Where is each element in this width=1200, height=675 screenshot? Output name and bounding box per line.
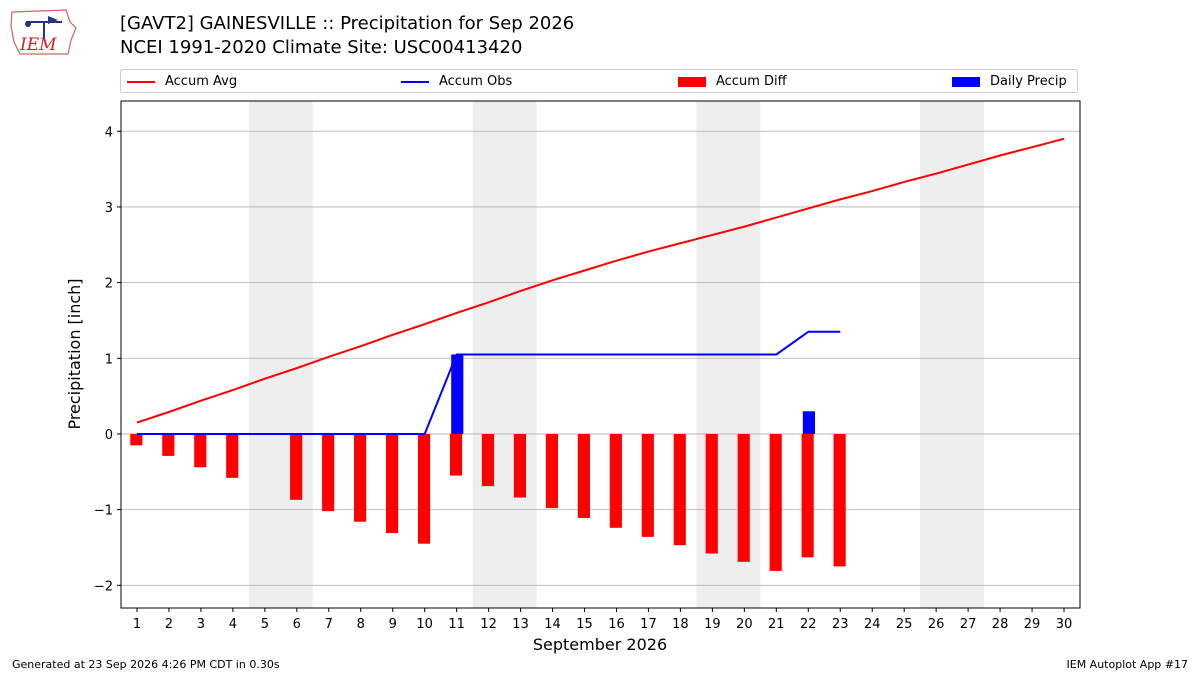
x-tick-label: 10	[416, 617, 433, 632]
legend-label-accum-avg: Accum Avg	[165, 74, 238, 89]
accum-diff-bar	[801, 433, 814, 558]
x-tick-label: 22	[800, 617, 817, 632]
x-tick-label: 20	[736, 617, 753, 632]
accum-diff-bar	[769, 433, 782, 571]
y-tick-label: −1	[94, 504, 113, 519]
x-tick-label: 13	[512, 617, 529, 632]
accum-diff-bar	[641, 433, 654, 537]
accum-diff-bar	[673, 433, 686, 546]
accum-diff-bar	[513, 433, 527, 498]
x-tick-label: 11	[448, 617, 465, 632]
accum-diff-bar	[737, 433, 750, 562]
weekend-band-0	[248, 101, 313, 608]
legend-swatch-accum-diff	[678, 76, 706, 87]
accum-diff-bar	[481, 433, 495, 487]
accum-diff-bar	[354, 433, 367, 522]
x-tick-label: 5	[261, 617, 269, 632]
legend-swatch-daily-precip	[952, 76, 980, 87]
x-tick-label: 14	[544, 617, 561, 632]
legend-label-accum-obs: Accum Obs	[439, 74, 513, 89]
legend-item-accum-avg: Accum Avg	[127, 73, 237, 91]
legend-label-accum-diff: Accum Diff	[716, 74, 787, 89]
x-tick-label: 16	[608, 617, 625, 632]
plot-frame	[120, 100, 1081, 609]
y-axis-label: Precipitation [inch]	[65, 278, 84, 429]
y-tick-label: −2	[94, 579, 113, 594]
legend-swatch-accum-avg	[127, 80, 155, 83]
accum-avg-line	[136, 137, 1065, 424]
x-tick-label: 12	[480, 617, 497, 632]
x-tick-label: 30	[1056, 617, 1073, 632]
accum-diff-bar	[194, 433, 207, 468]
legend-label-daily-precip: Daily Precip	[990, 74, 1067, 89]
accum-diff-bar	[226, 433, 239, 478]
y-tick-label: 1	[105, 352, 113, 367]
accum-diff-bar	[386, 433, 399, 534]
x-axis-label: September 2026	[533, 635, 667, 654]
y-tick-label: 2	[105, 277, 113, 292]
legend-item-accum-obs: Accum Obs	[401, 73, 512, 91]
x-tick-label: 18	[672, 617, 689, 632]
x-tick-label: 1	[133, 617, 141, 632]
accum-diff-bar	[705, 433, 718, 554]
legend-item-daily-precip: Daily Precip	[952, 73, 1067, 91]
accum-diff-bar	[162, 433, 175, 456]
x-tick-label: 19	[704, 617, 721, 632]
iem-logo: IEM	[10, 9, 77, 55]
weekend-band-3	[920, 101, 985, 608]
iowa-outline-icon	[10, 9, 77, 55]
x-tick-label: 4	[229, 617, 237, 632]
chart-subtitle: NCEI 1991-2020 Climate Site: USC00413420	[120, 37, 523, 58]
accum-diff-bar	[609, 433, 622, 528]
logo-text: IEM	[19, 35, 57, 55]
x-tick-label: 23	[832, 617, 849, 632]
x-tick-label: 25	[896, 617, 913, 632]
footer-app-text: IEM Autoplot App #17	[1066, 658, 1189, 671]
daily-precip-bar	[802, 411, 815, 434]
x-tick-label: 7	[325, 617, 333, 632]
x-tick-label: 6	[293, 617, 301, 632]
y-tick-label: 0	[105, 428, 113, 443]
x-tick-label: 21	[768, 617, 785, 632]
accum-obs-line	[136, 330, 841, 435]
x-tick-label: 26	[928, 617, 945, 632]
y-tick-label: 4	[105, 125, 113, 140]
x-tick-label: 2	[165, 617, 173, 632]
x-tick-label: 8	[357, 617, 365, 632]
accum-diff-bar	[449, 433, 463, 476]
accum-diff-bar	[833, 433, 846, 567]
y-tick-label: 3	[105, 201, 113, 216]
x-tick-label: 9	[389, 617, 397, 632]
accum-diff-bar	[290, 433, 303, 500]
x-tick-label: 24	[864, 617, 881, 632]
footer-generated-text: Generated at 23 Sep 2026 4:26 PM CDT in …	[12, 658, 280, 671]
accum-diff-bar	[577, 433, 590, 518]
x-tick-label: 17	[640, 617, 657, 632]
chart-title: [GAVT2] GAINESVILLE :: Precipitation for…	[120, 13, 575, 34]
x-tick-label: 3	[197, 617, 205, 632]
legend-item-accum-diff: Accum Diff	[678, 73, 787, 91]
x-tick-label: 28	[992, 617, 1009, 632]
accum-diff-bar	[417, 433, 431, 544]
x-tick-label: 15	[576, 617, 593, 632]
accum-diff-bar	[130, 433, 143, 446]
legend: Accum Avg Accum Obs Accum Diff Daily Pre…	[120, 69, 1078, 93]
accum-diff-bar	[322, 433, 335, 512]
legend-swatch-accum-obs	[401, 80, 429, 83]
accum-diff-bar	[545, 433, 558, 509]
daily-precip-bar	[451, 354, 464, 434]
x-tick-label: 29	[1024, 617, 1041, 632]
x-tick-label: 27	[960, 617, 977, 632]
